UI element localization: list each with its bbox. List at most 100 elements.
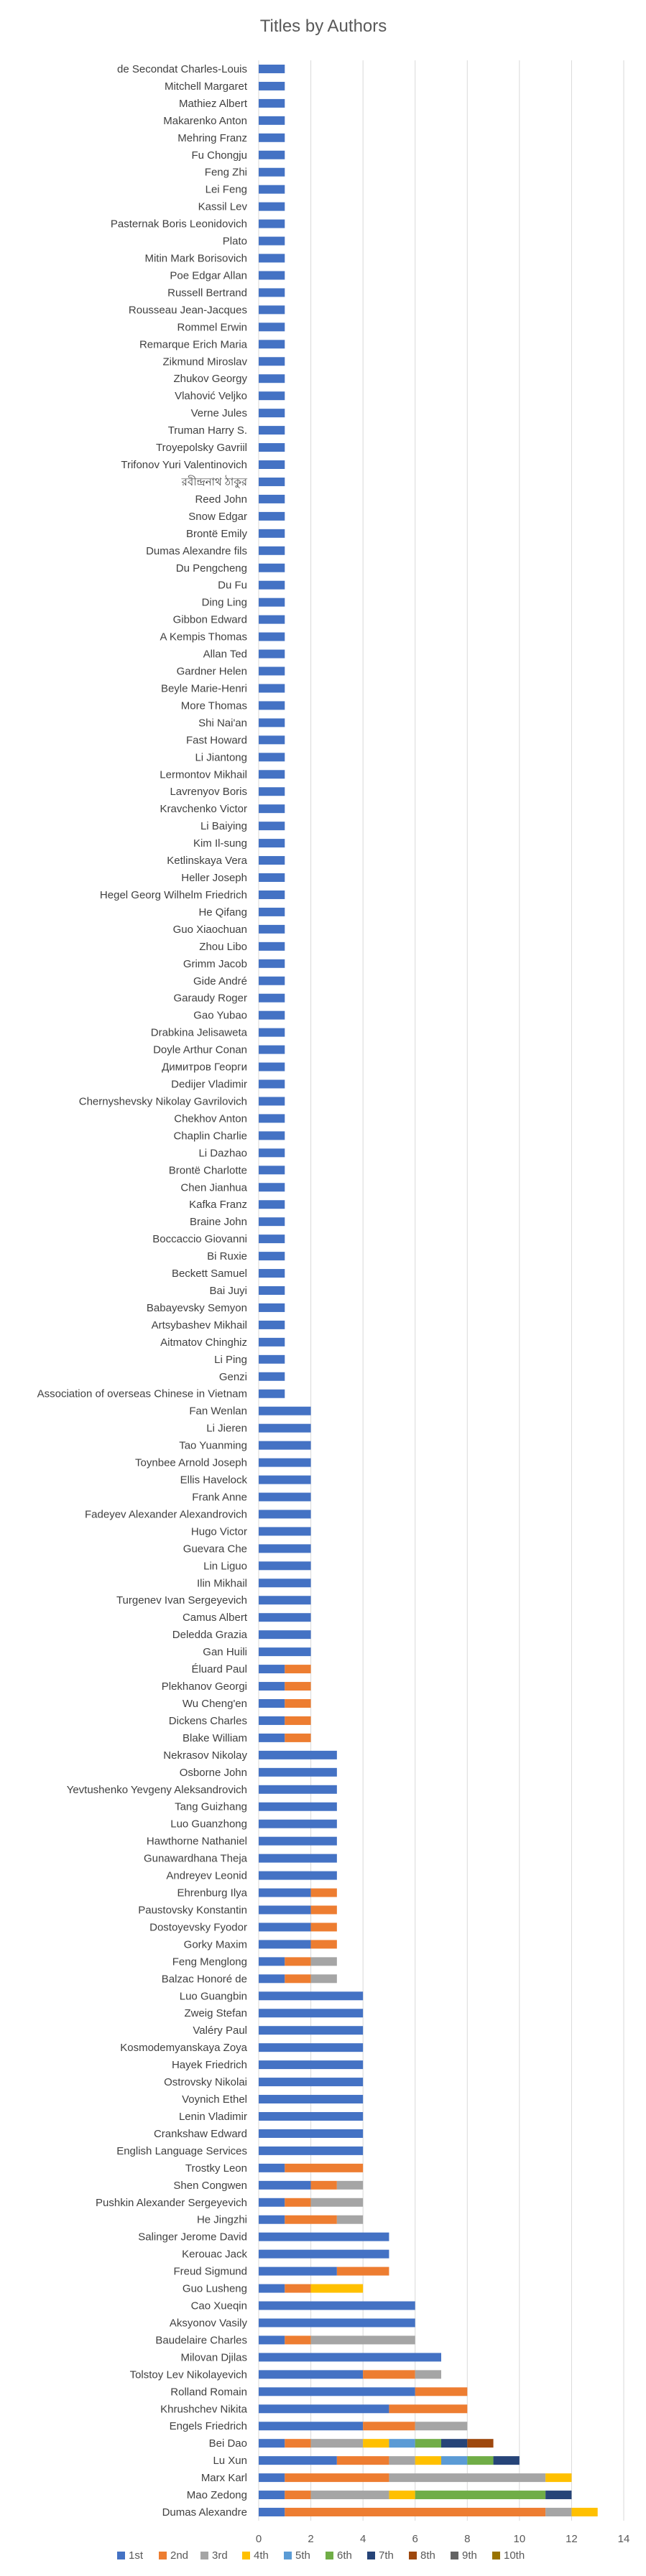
- category-label: Kravchenko Victor: [160, 803, 247, 815]
- bar-segment-1st-99: [259, 1767, 337, 1777]
- bar-segment-1st-136: [259, 2404, 389, 2414]
- bar-segment-2nd-141: [285, 2491, 311, 2500]
- bar-segment-3rd-137: [415, 2422, 468, 2431]
- category-label: Vlahović Veljko: [175, 390, 247, 402]
- bar-segment-2nd-94: [285, 1682, 311, 1691]
- category-label: Tang Guizhang: [175, 1801, 247, 1813]
- category-label: Rolland Romain: [170, 2386, 247, 2398]
- category-label: Russell Bertrand: [167, 287, 247, 299]
- bar-segment-2nd-96: [285, 1716, 311, 1725]
- category-label: Genzi: [219, 1371, 247, 1383]
- bar-segment-1st-125: [259, 2215, 285, 2224]
- category-label: Mitchell Margaret: [165, 80, 248, 93]
- bar-segment-1st-138: [259, 2439, 285, 2448]
- bar-segment-7th-141: [545, 2491, 572, 2500]
- category-label: He Jingzhi: [197, 2214, 247, 2226]
- category-label: Du Pengcheng: [176, 562, 247, 575]
- legend-label-10th: 10th: [504, 2549, 525, 2562]
- bar-segment-1st-25: [259, 494, 285, 503]
- bar-segment-1st-10: [259, 236, 285, 246]
- bar-segment-1st-20: [259, 409, 285, 418]
- x-tick-label: 0: [256, 2533, 262, 2545]
- bar-segment-1st-46: [259, 856, 285, 865]
- x-tick-label: 4: [360, 2533, 366, 2545]
- bar-segment-1st-116: [259, 2060, 364, 2070]
- bar-segment-1st-67: [259, 1217, 285, 1227]
- category-label: Dumas Alexandre: [162, 2506, 247, 2519]
- x-tick-label: 10: [514, 2533, 526, 2545]
- bar-segment-1st-80: [259, 1441, 311, 1450]
- category-label: Zikmund Miroslav: [162, 355, 247, 368]
- bar-segment-3rd-138: [310, 2439, 364, 2448]
- x-tick-label: 2: [308, 2533, 313, 2545]
- bar-segment-1st-139: [259, 2456, 337, 2465]
- legend-swatch-9th: [451, 2552, 458, 2559]
- bar-segment-1st-89: [259, 1596, 311, 1605]
- bar-segment-1st-42: [259, 787, 285, 796]
- legend-label-1st: 1st: [129, 2549, 144, 2562]
- category-label: Dickens Charles: [169, 1715, 247, 1727]
- category-label: Crankshaw Edward: [154, 2128, 247, 2140]
- category-label: Lu Xun: [213, 2455, 247, 2467]
- category-label: Hegel Georg Wilhelm Friedrich: [100, 889, 247, 901]
- category-label: Dumas Alexandre fils: [146, 545, 247, 557]
- bar-segment-8th-138: [467, 2439, 494, 2448]
- category-label: Dedijer Vladimir: [171, 1079, 247, 1091]
- category-label: Mitin Mark Borisovich: [144, 253, 247, 265]
- bar-segment-1st-76: [259, 1372, 285, 1381]
- category-label: Fadeyev Alexander Alexandrovich: [85, 1508, 247, 1520]
- bar-segment-1st-132: [259, 2335, 285, 2345]
- category-label: Nekrasov Nikolay: [163, 1749, 247, 1762]
- bar-segment-1st-44: [259, 822, 285, 831]
- category-label: Brontë Emily: [186, 528, 248, 540]
- legend-label-9th: 9th: [462, 2549, 477, 2562]
- bar-segment-1st-102: [259, 1819, 337, 1828]
- legend-label-6th: 6th: [337, 2549, 352, 2562]
- bar-segment-3rd-132: [310, 2335, 415, 2345]
- bar-segment-1st-3: [259, 116, 285, 125]
- category-label: Li Ping: [214, 1354, 247, 1366]
- category-label: Milovan Djilas: [180, 2351, 247, 2363]
- bar-segment-1st-21: [259, 426, 285, 435]
- category-label: de Secondat Charles-Louis: [117, 63, 247, 75]
- bar-segment-1st-133: [259, 2353, 441, 2362]
- category-label: Pushkin Alexander Sergeyevich: [96, 2197, 247, 2209]
- bar-segment-2nd-106: [310, 1888, 337, 1897]
- bar-segment-1st-97: [259, 1733, 285, 1742]
- bar-segment-2nd-123: [310, 2180, 337, 2190]
- bar-segment-2nd-129: [285, 2284, 311, 2293]
- bar-segment-1st-39: [259, 735, 285, 745]
- bar-segment-3rd-123: [336, 2180, 364, 2190]
- bar-segment-3rd-124: [310, 2198, 364, 2207]
- category-label: He Qifang: [198, 906, 247, 919]
- category-label: Zhou Libo: [199, 941, 247, 953]
- bar-segment-1st-126: [259, 2232, 389, 2241]
- bar-segment-1st-16: [259, 340, 285, 349]
- category-label: Gide André: [193, 975, 247, 987]
- category-label: Ding Ling: [202, 597, 247, 609]
- bar-segment-1st-45: [259, 839, 285, 848]
- bar-segment-1st-55: [259, 1010, 285, 1020]
- bar-segment-1st-123: [259, 2180, 311, 2190]
- legend: 1st 2nd 3rd 4th 5th 6th 7th 8th 9th 10th: [117, 2549, 525, 2562]
- category-label: Chen Jianhua: [180, 1181, 247, 1194]
- category-label: Mathiez Albert: [179, 98, 248, 110]
- bar-segment-2nd-138: [285, 2439, 311, 2448]
- bar-segment-6th-141: [415, 2491, 546, 2500]
- category-label: Valéry Paul: [193, 2024, 247, 2037]
- category-label: Bai Juyi: [209, 1285, 247, 1297]
- category-label: Beyle Marie-Henri: [161, 682, 247, 694]
- category-label: Andreyev Leonid: [166, 1870, 247, 1882]
- bar-segment-4th-140: [545, 2473, 572, 2483]
- bar-segment-1st-65: [259, 1183, 285, 1192]
- bar-segment-1st-137: [259, 2422, 364, 2431]
- bar-segment-1st-84: [259, 1510, 311, 1519]
- bar-segment-1st-43: [259, 804, 285, 814]
- category-label: Freud Sigmund: [173, 2266, 247, 2278]
- bar-segment-1st-141: [259, 2491, 285, 2500]
- legend-swatch-10th: [492, 2552, 500, 2559]
- bar-segment-1st-101: [259, 1802, 337, 1811]
- category-label: Fu Chongju: [191, 149, 247, 162]
- bar-segment-7th-138: [441, 2439, 468, 2448]
